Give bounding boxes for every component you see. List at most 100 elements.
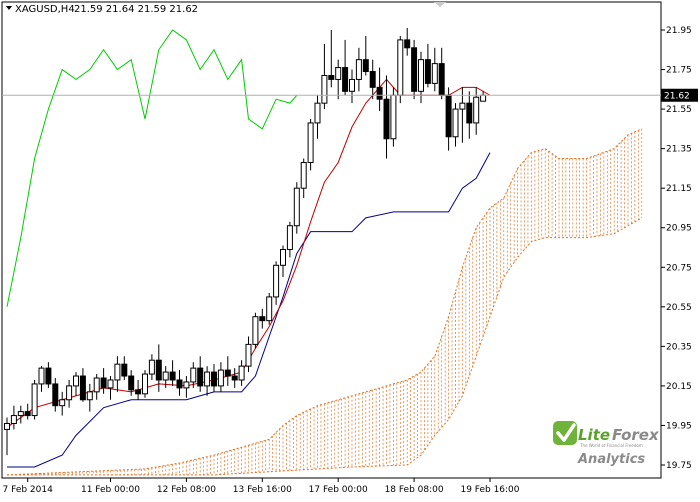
candle (238, 360, 245, 386)
candle (300, 158, 307, 199)
candle (52, 378, 59, 412)
candle-body (245, 343, 252, 367)
candle-body (355, 59, 362, 80)
candle-body (369, 71, 376, 88)
candle (259, 308, 266, 329)
candle-body (52, 383, 59, 407)
y-tick-label: 20.55 (666, 303, 692, 313)
candle-body (300, 161, 307, 189)
y-tick-label: 21.15 (666, 184, 692, 194)
candle-body (259, 316, 266, 322)
candle (314, 95, 321, 139)
candle-body (349, 78, 355, 92)
candle-body (224, 369, 231, 377)
candle (418, 51, 424, 104)
candle (128, 370, 135, 396)
candle (293, 182, 300, 234)
candle (79, 368, 86, 402)
candle-body (404, 39, 411, 49)
candle-body (93, 377, 100, 393)
logo-text-forex: Forex (612, 426, 660, 444)
candle (390, 87, 397, 147)
candle-body (321, 74, 328, 104)
candle-body (217, 369, 224, 387)
chart-header: XAGUSD,H4 21.59 21.64 21.59 21.62 (6, 4, 198, 15)
candle-body (4, 422, 10, 430)
candle-body (328, 74, 335, 80)
candle (217, 362, 224, 392)
y-tick-label: 19.75 (666, 461, 692, 471)
candle-body (431, 63, 438, 84)
candle (286, 221, 293, 258)
candle-body (480, 94, 487, 102)
candle-body (59, 399, 66, 407)
y-tick-label: 21.35 (666, 145, 692, 155)
candle-body (314, 102, 321, 124)
current-price-label: 21.62 (661, 88, 698, 102)
current-price-text: 21.62 (664, 91, 690, 101)
liteforex-logo: Lite Forex The World of Financial Freedo… (553, 421, 660, 467)
candle (121, 356, 128, 380)
candle-body (79, 375, 86, 401)
candle-body (204, 371, 211, 387)
candle-body (411, 47, 418, 92)
candle (183, 376, 190, 398)
candle (376, 67, 383, 112)
plot-frame (1, 1, 662, 479)
candle-body (466, 102, 473, 124)
x-axis: 7 Feb 2014 11 Feb 00:00 12 Feb 08:00 13 Feb… (3, 478, 520, 495)
candle (142, 370, 148, 398)
candle (459, 87, 466, 143)
candle-body (273, 264, 280, 298)
checkmark-icon (553, 421, 577, 445)
candle (38, 366, 45, 392)
candle-body (362, 59, 369, 73)
dropdown-triangle-icon[interactable] (6, 6, 12, 10)
candle (169, 360, 176, 386)
y-tick-label: 20.95 (666, 224, 692, 234)
logo-tagline: The World of Financial Freedom (579, 443, 643, 448)
y-tick-label: 21.75 (666, 66, 692, 76)
candle-body (169, 371, 176, 381)
x-tick-label: 18 Feb 08:00 (385, 485, 444, 495)
candle (45, 362, 52, 388)
candle-body (114, 363, 121, 381)
candle (93, 374, 100, 400)
candle-body (155, 359, 162, 381)
scroll-marker-icon[interactable] (434, 2, 446, 7)
candle-body (162, 371, 169, 381)
y-tick-label: 20.35 (666, 342, 692, 352)
candle (335, 59, 342, 100)
candle (328, 30, 335, 88)
candle-body (342, 67, 349, 92)
cloud-span-b (7, 217, 643, 476)
symbol-label: XAGUSD,H4 (15, 4, 75, 15)
candle (66, 379, 73, 408)
candle-body (66, 385, 73, 401)
candle-body (183, 381, 190, 389)
candle-body (286, 225, 293, 250)
candle-body (293, 187, 300, 227)
ichimoku-cloud (6, 128, 643, 476)
candle (411, 39, 418, 100)
candle-body (445, 94, 452, 138)
candle-body (142, 373, 148, 395)
candle (404, 28, 411, 56)
candle-body (231, 375, 238, 381)
candle (369, 59, 376, 100)
logo-analytics: Analytics (577, 452, 645, 467)
candle (273, 261, 280, 305)
candle-body (424, 59, 431, 84)
candle (17, 405, 24, 424)
candle (24, 403, 31, 420)
x-tick-label: 17 Feb 00:00 (309, 485, 368, 495)
candle (59, 391, 66, 416)
candle (197, 356, 204, 392)
candle-body (376, 86, 383, 100)
candle (135, 379, 142, 400)
candle-body (459, 102, 466, 110)
candle (107, 376, 114, 400)
x-tick-label: 12 Feb 08:00 (157, 485, 216, 495)
candle (245, 336, 252, 373)
